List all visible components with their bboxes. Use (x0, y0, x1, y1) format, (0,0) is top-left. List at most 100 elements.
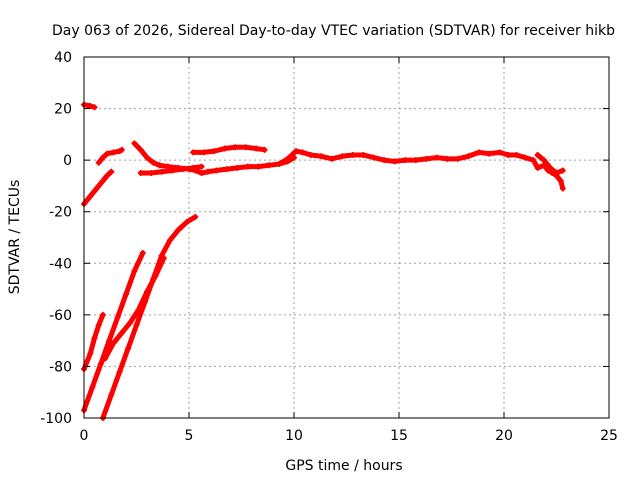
data-point (391, 158, 398, 165)
data-point (534, 151, 541, 158)
data-point (513, 151, 520, 158)
data-point (102, 355, 108, 362)
data-point (454, 155, 461, 162)
data-point (253, 145, 260, 152)
y-tick-label: -100 (40, 411, 72, 427)
data-point (213, 167, 220, 174)
series-seg-g (276, 148, 566, 192)
data-point (559, 167, 566, 174)
x-tick-label: 10 (285, 428, 303, 444)
data-point (137, 170, 144, 177)
data-point (360, 151, 367, 158)
data-point (158, 168, 165, 175)
data-point (99, 177, 106, 184)
y-axis-label: SDTVAR / TECUs (7, 180, 23, 295)
data-point (87, 193, 94, 200)
data-point (91, 104, 98, 111)
data-point (118, 146, 125, 153)
data-point (349, 151, 356, 158)
data-point (175, 226, 182, 233)
data-point (198, 170, 205, 177)
data-point (133, 322, 140, 329)
data-point (534, 164, 541, 171)
data-point (114, 314, 121, 321)
data-point (444, 155, 451, 162)
x-tick-label: 0 (80, 428, 89, 444)
chart-title: Day 063 of 2026, Sidereal Day-to-day VTE… (52, 23, 615, 39)
data-point (139, 249, 146, 256)
data-point (293, 148, 300, 155)
data-point (110, 340, 117, 347)
data-point (496, 149, 503, 156)
data-point (284, 155, 291, 162)
y-tick-label: -80 (49, 359, 72, 375)
data-point (433, 154, 440, 161)
data-point (547, 164, 554, 171)
data-point (261, 146, 268, 153)
x-tick-label: 15 (390, 428, 408, 444)
x-tick-label: 25 (600, 428, 618, 444)
data-point (557, 177, 564, 184)
data-point (475, 149, 482, 156)
data-point (152, 273, 159, 280)
axis-ticks: 0 5 10 15 20 25 -100 -80 -60 -40 -20 0 20 40 (40, 50, 618, 444)
data-point (104, 172, 111, 179)
data-point (402, 157, 409, 164)
data-marks (81, 101, 566, 421)
data-point (412, 157, 419, 164)
data-point (167, 237, 174, 244)
data-point (318, 153, 325, 160)
data-point (486, 150, 493, 157)
y-tick-label: 40 (54, 50, 72, 66)
data-point (190, 149, 197, 156)
data-point (93, 185, 100, 192)
data-point (255, 163, 262, 170)
data-point (192, 213, 199, 220)
data-point (505, 151, 512, 158)
data-point (108, 168, 115, 175)
data-point (156, 162, 163, 169)
data-point (91, 335, 98, 342)
series-seg-j (81, 250, 146, 413)
data-point (522, 154, 528, 161)
data-point (99, 154, 106, 161)
data-point (223, 166, 230, 173)
data-point (125, 345, 132, 352)
y-tick-label: -20 (49, 205, 72, 221)
data-point (95, 159, 102, 166)
data-point (97, 360, 104, 367)
data-point (144, 288, 150, 295)
y-tick-label: 0 (63, 153, 72, 169)
data-point (108, 391, 115, 398)
data-point (89, 384, 96, 391)
y-tick-label: -60 (49, 308, 72, 324)
x-tick-label: 5 (185, 428, 194, 444)
data-point (465, 153, 472, 160)
plot-frame (83, 56, 610, 419)
data-point (127, 319, 134, 326)
data-point (540, 157, 547, 164)
data-point (110, 149, 117, 156)
data-point (131, 140, 138, 147)
data-point (381, 157, 388, 164)
x-axis-label: GPS time / hours (285, 458, 402, 474)
data-point (232, 144, 239, 151)
data-point (116, 368, 123, 375)
data-point (160, 255, 167, 262)
data-point (244, 163, 251, 170)
y-tick-label: -40 (49, 256, 72, 272)
data-point (144, 154, 150, 161)
data-point (307, 151, 314, 158)
data-point (137, 146, 144, 153)
x-tick-label: 20 (495, 428, 513, 444)
data-point (123, 291, 129, 298)
data-point (221, 145, 228, 152)
data-point (234, 164, 241, 171)
data-point (553, 170, 560, 177)
data-point (211, 148, 218, 155)
data-point (200, 149, 207, 156)
data-point (339, 153, 346, 160)
data-point (179, 166, 186, 173)
data-point (148, 170, 155, 177)
